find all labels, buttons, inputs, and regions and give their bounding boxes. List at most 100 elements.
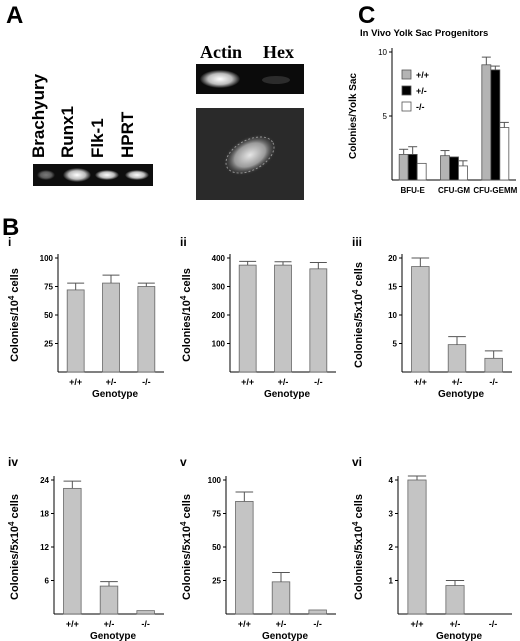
chart-i-xtick-label: -/- [142, 377, 151, 387]
chart-vi-xtick-label: +/+ [410, 619, 423, 629]
chart-v-panel-label: v [180, 455, 187, 469]
chart-iv-bar [63, 487, 82, 615]
chart-c-bar [407, 153, 418, 181]
chart-v-xlabel: Genotype [262, 631, 309, 641]
chart-i-xtick-label: +/- [106, 377, 117, 387]
chart-iv-ytick-label: 12 [40, 543, 49, 552]
chart-i-bar [137, 286, 156, 373]
chart-c-legend-swatch [401, 69, 412, 80]
chart-iv-ytick-label: 18 [40, 510, 49, 519]
chart-c-xtick-label: CFU-GEMM [473, 186, 517, 195]
chart-c-legend-label: +/+ [416, 70, 429, 80]
chart-iv-xtick-label: +/+ [66, 619, 79, 629]
chart-ii-bar [238, 264, 257, 373]
chart-c-bar [490, 69, 501, 181]
chart-iii-xlabel: Genotype [438, 389, 485, 400]
chart-iv-ytick-label: 24 [40, 476, 49, 485]
rt-pcr-gel-image [33, 164, 153, 186]
chart-iv-panel-label: iv [8, 455, 18, 469]
chart-iv-xtick-label: -/- [141, 619, 150, 629]
chart-ii-xlabel: Genotype [264, 389, 311, 400]
chart-i-bar [66, 289, 85, 373]
chart-iii-ytick-label: 5 [393, 340, 398, 349]
chart-c-legend-label: +/- [416, 86, 427, 96]
chart-i-xlabel: Genotype [92, 389, 139, 400]
chart-vi-xlabel: Genotype [436, 631, 483, 641]
chart-iii-bar [411, 266, 430, 373]
chart-c-ylabel: Colonies/Yolk Sac [348, 73, 359, 159]
chart-i-ylabel: Colonies/104 cells [7, 268, 21, 362]
chart-b-ii: ii Colonies/104 cells 100 200 300 400 +/+ +/- -/… [179, 235, 336, 400]
gel-band-hprt [125, 170, 149, 180]
chart-c-xtick-label: CFU-GM [438, 186, 470, 195]
chart-b-iii: iii Colonies/5x104 cells 5 10 15 20 +/+ +/- -/- G… [351, 235, 512, 400]
chart-ii-panel-label: ii [180, 235, 187, 249]
chart-ii-ytick-label: 100 [212, 340, 226, 349]
chart-ii-xtick-label: +/+ [241, 377, 254, 387]
chart-v-ytick-label: 50 [212, 543, 221, 552]
chart-b-v: v Colonies/5x104 cells 25 50 75 100 +/+ +/- -/- G… [179, 455, 336, 641]
chart-vi-panel-label: vi [352, 455, 362, 469]
chart-v-xtick-label: +/- [276, 619, 287, 629]
chart-iv-bar [99, 585, 119, 615]
chart-c-bar [440, 155, 450, 181]
chart-v-xtick-label: +/+ [238, 619, 251, 629]
chart-iii-ytick-label: 20 [388, 254, 397, 263]
chart-iii-bar [447, 344, 467, 373]
chart-c-bar [398, 153, 409, 181]
chart-vi-ytick-label: 2 [389, 543, 394, 552]
chart-ii-xtick-label: -/- [314, 377, 323, 387]
chart-c-bar [416, 162, 427, 181]
chart-c-legend-label: -/- [416, 102, 425, 112]
chart-iii-xtick-label: +/+ [414, 377, 427, 387]
chart-v-ylabel: Colonies/5x104 cells [179, 494, 193, 600]
chart-iv-ytick-label: 6 [45, 577, 50, 586]
chart-b-i: i Colonies/104 cells 25 50 75 100 +/+ +/- -/-Gen… [7, 235, 164, 400]
actin-hex-gel-image [196, 64, 304, 94]
chart-vi-xtick-label: +/- [450, 619, 461, 629]
chart-vi-bar [407, 479, 427, 615]
chart-i-bar [102, 282, 120, 373]
chart-c-legend-swatch [401, 85, 412, 96]
chart-ii-bar [309, 268, 328, 373]
chart-iv-xtick-label: +/- [104, 619, 115, 629]
chart-vi-ytick-label: 3 [389, 510, 394, 519]
gel-label-actin: Actin [200, 42, 242, 62]
gel-band-runx1 [63, 168, 91, 182]
chart-ii-ytick-label: 300 [212, 283, 226, 292]
chart-vi-xtick-label: -/- [489, 619, 498, 629]
gel-lane-label-brachyury: Brachyury [29, 73, 48, 158]
gel-lane-labels: Brachyury Runx1 Flk-1 HPRT [29, 50, 152, 168]
chart-ii-xtick-label: +/- [278, 377, 289, 387]
chart-c-title: In Vivo Yolk Sac Progenitors [360, 28, 488, 39]
chart-c-legend-swatch [401, 101, 412, 112]
chart-c-bar [449, 156, 459, 181]
chart-ii-ytick-label: 400 [212, 254, 226, 263]
chart-iii-ytick-label: 15 [388, 283, 397, 292]
panel-letter-c: C [358, 2, 376, 29]
chart-iii-panel-label: iii [352, 235, 362, 249]
chart-c-bar [499, 127, 510, 181]
gel-lane-label-runx1: Runx1 [58, 106, 77, 158]
chart-iv-xlabel: Genotype [90, 631, 137, 641]
chart-c-ytick-label: 10 [378, 48, 387, 57]
chart-ii-ylabel: Colonies/104 cells [179, 268, 193, 362]
chart-b-iv: iv Colonies/5x104 cells 6 12 18 24 +/+ +/- -/- Ge… [7, 455, 164, 641]
chart-i-panel-label: i [8, 235, 11, 249]
chart-b-vi: vi Colonies/5x104 cells 1 2 3 4 +/+ +/- -/- Genot… [351, 455, 512, 641]
panel-letter-a: A [6, 2, 24, 29]
chart-v-bar [271, 581, 291, 615]
chart-vi-ytick-label: 1 [389, 577, 394, 586]
chart-i-xtick-label: +/+ [69, 377, 82, 387]
chart-c-xtick-label: BFU-E [400, 186, 425, 195]
chart-iii-bar [484, 357, 503, 373]
chart-iii-xtick-label: +/- [452, 377, 463, 387]
chart-v-ytick-label: 100 [208, 476, 222, 485]
chart-c-bar [458, 165, 468, 181]
chart-v-xtick-label: -/- [313, 619, 322, 629]
chart-iv-bar [136, 610, 155, 615]
chart-vi-ylabel: Colonies/5x104 cells [351, 494, 365, 600]
chart-ii-bar [274, 264, 292, 373]
chart-c-yolk-sac: In Vivo Yolk Sac Progenitors Colonies/Yol… [348, 28, 518, 195]
chart-iii-ytick-label: 10 [388, 311, 397, 320]
